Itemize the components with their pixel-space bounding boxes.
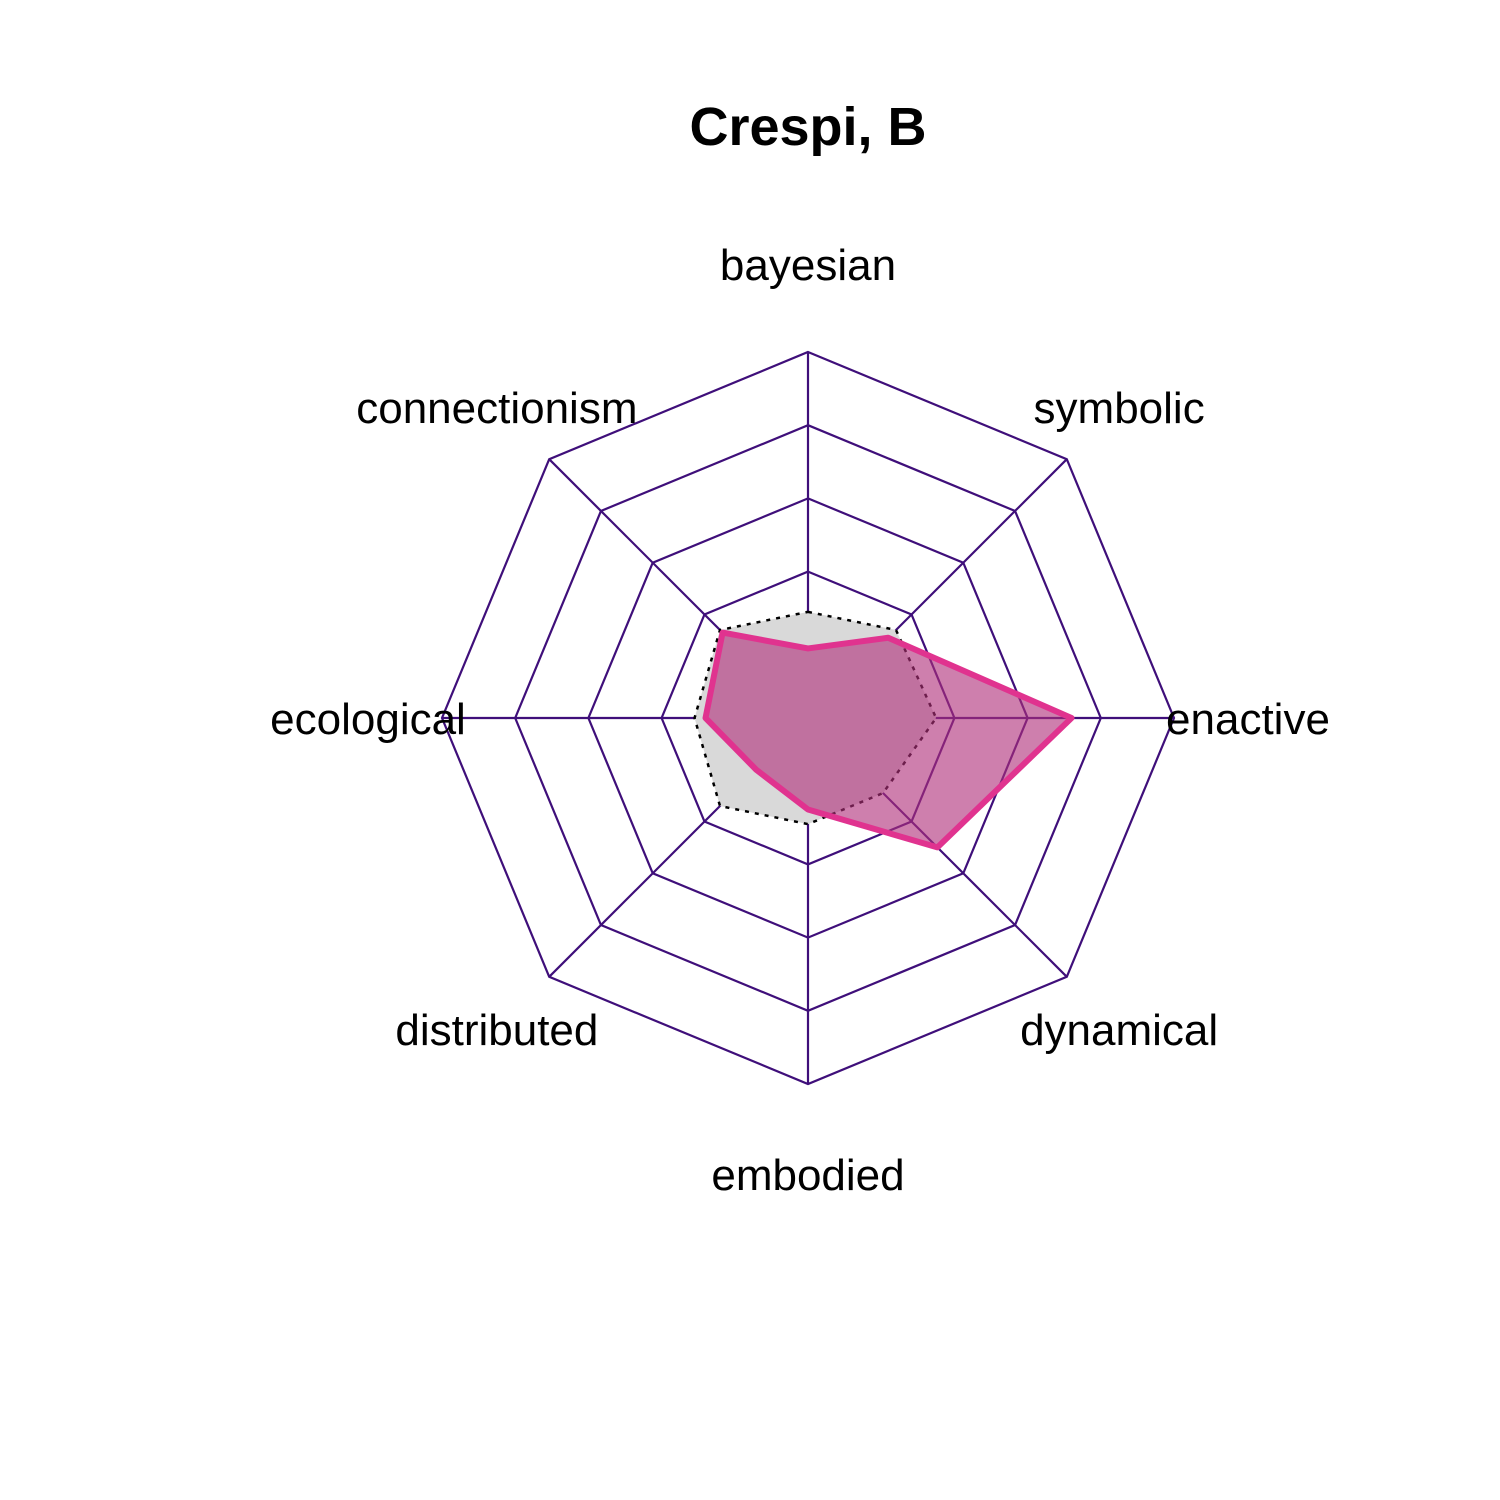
axis-label-ecological: ecological	[270, 695, 466, 744]
axis-label-distributed: distributed	[395, 1006, 598, 1055]
axis-labels: bayesian symbolic enactive dynamical embodie…	[270, 241, 1330, 1200]
axis-label-connectionism: connectionism	[356, 384, 637, 433]
axis-label-enactive: enactive	[1166, 695, 1330, 744]
chart-title: Crespi, B	[689, 97, 926, 157]
axis-label-embodied: embodied	[711, 1151, 904, 1200]
axis-label-dynamical: dynamical	[1020, 1006, 1218, 1055]
axis-label-bayesian: bayesian	[720, 241, 896, 290]
series-subject-polygon	[702, 629, 1075, 851]
axis-label-symbolic: symbolic	[1034, 384, 1205, 433]
radar-series	[693, 610, 1075, 851]
